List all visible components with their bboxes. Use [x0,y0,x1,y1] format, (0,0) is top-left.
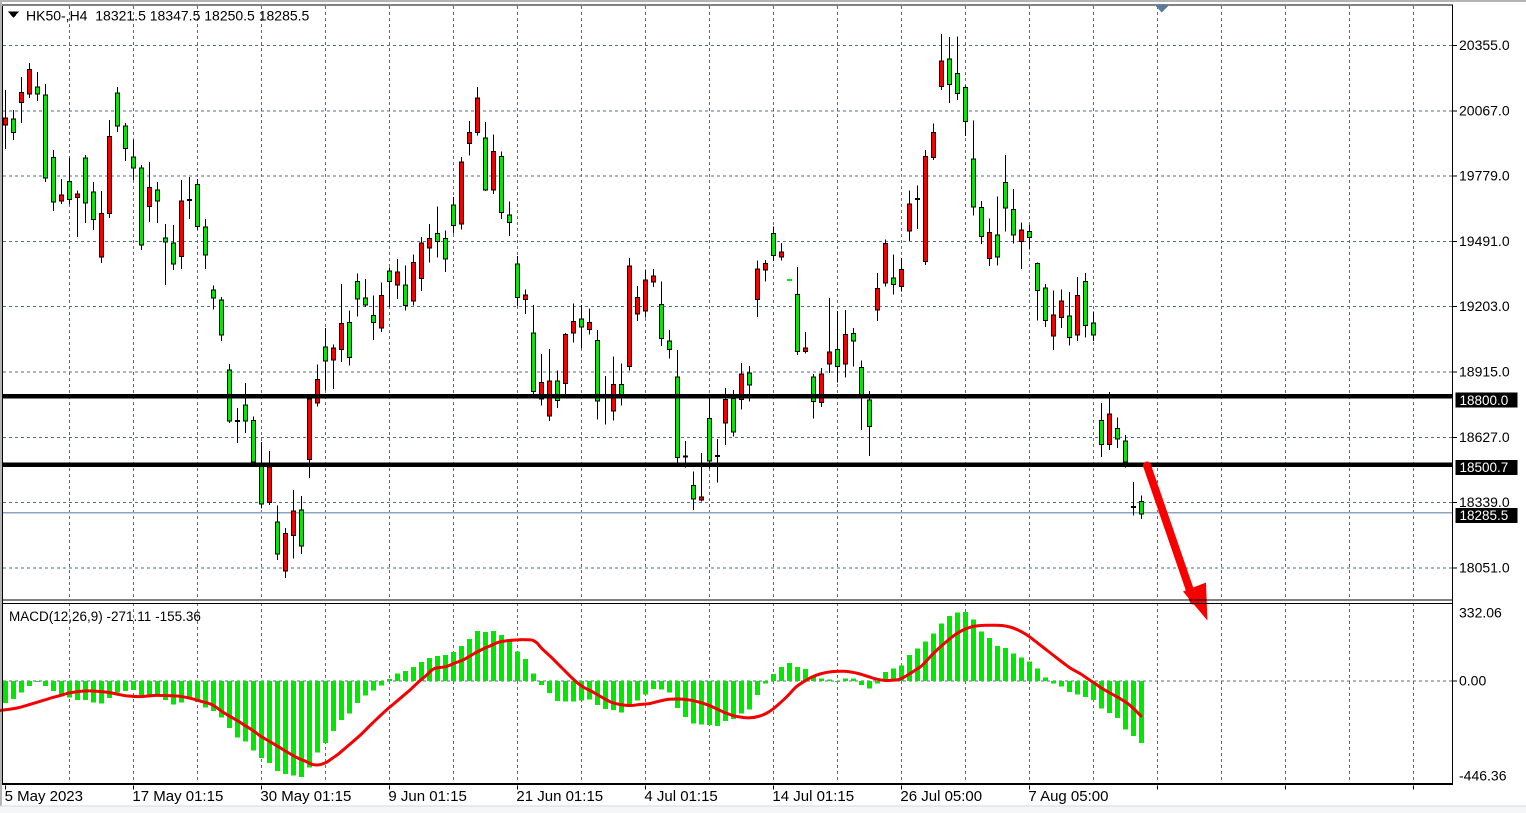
svg-text:18800.0: 18800.0 [1460,393,1509,408]
svg-text:0.00: 0.00 [1459,673,1486,689]
svg-text:14 Jul 01:15: 14 Jul 01:15 [772,788,854,805]
svg-text:18500.7: 18500.7 [1460,460,1509,475]
svg-text:5 May 2023: 5 May 2023 [5,788,83,805]
svg-text:17 May 01:15: 17 May 01:15 [132,788,223,805]
svg-text:7 Aug 05:00: 7 Aug 05:00 [1028,788,1108,805]
svg-text:18285.5: 18285.5 [1460,508,1509,523]
svg-text:18339.0: 18339.0 [1459,494,1510,510]
svg-text:4 Jul 01:15: 4 Jul 01:15 [644,788,717,805]
svg-text:MACD(12,26,9) -271.11 -155.36: MACD(12,26,9) -271.11 -155.36 [9,609,201,624]
svg-text:18627.0: 18627.0 [1459,429,1510,445]
svg-text:-446.36: -446.36 [1459,768,1507,784]
svg-text:18051.0: 18051.0 [1459,559,1510,575]
svg-text:18915.0: 18915.0 [1459,364,1510,380]
svg-text:332.06: 332.06 [1459,605,1502,621]
svg-text:26 Jul 05:00: 26 Jul 05:00 [900,788,982,805]
svg-text:HK50-,H4 18321.5 18347.5 1825: HK50-,H4 18321.5 18347.5 18250.5 18285.5 [26,8,310,24]
svg-text:19779.0: 19779.0 [1459,168,1510,184]
svg-text:20355.0: 20355.0 [1459,37,1510,53]
svg-text:19491.0: 19491.0 [1459,233,1510,249]
svg-text:9 Jun 01:15: 9 Jun 01:15 [388,788,466,805]
svg-text:20067.0: 20067.0 [1459,102,1510,118]
svg-text:21 Jun 01:15: 21 Jun 01:15 [516,788,603,805]
svg-text:19203.0: 19203.0 [1459,298,1510,314]
svg-text:30 May 01:15: 30 May 01:15 [260,788,351,805]
